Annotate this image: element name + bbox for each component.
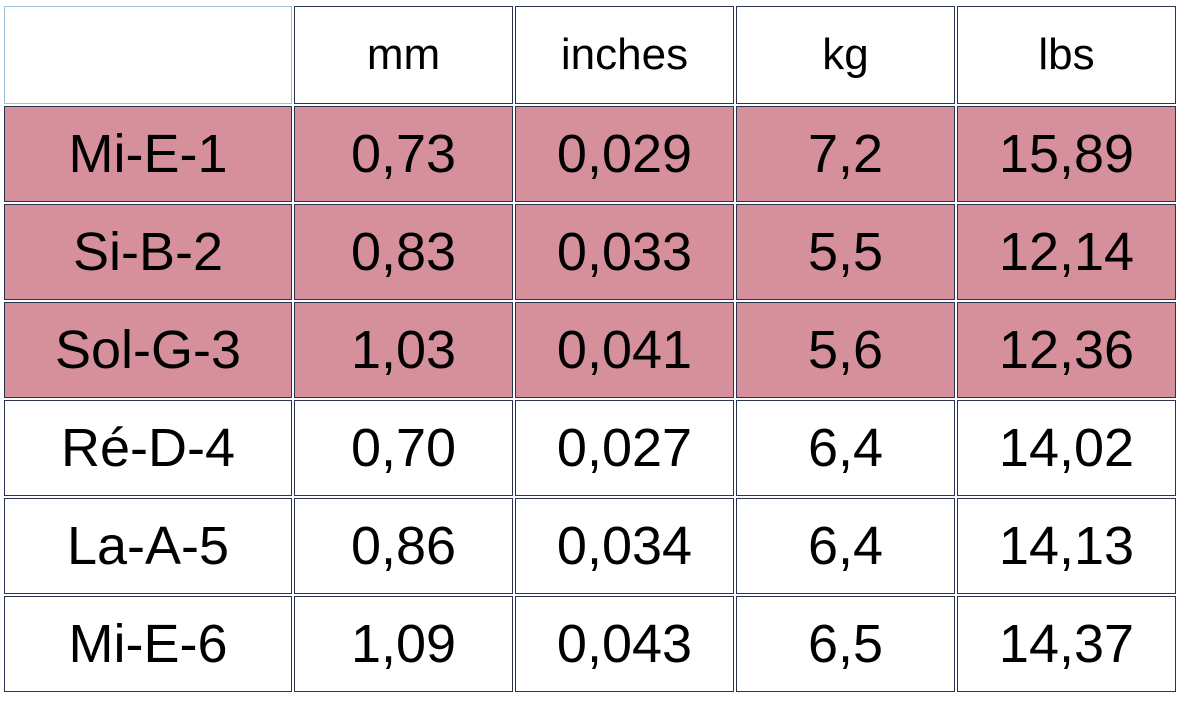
table-row: Sol-G-3 1,03 0,041 5,6 12,36 — [4, 302, 1176, 398]
mm-cell: 1,09 — [294, 596, 513, 692]
row-label: La-A-5 — [4, 498, 292, 594]
header-corner-cell — [4, 6, 292, 104]
lbs-cell: 12,14 — [957, 204, 1176, 300]
mm-cell: 0,70 — [294, 400, 513, 496]
lbs-cell: 14,02 — [957, 400, 1176, 496]
header-row: mm inches kg lbs — [4, 6, 1176, 104]
table-row: La-A-5 0,86 0,034 6,4 14,13 — [4, 498, 1176, 594]
lbs-cell: 15,89 — [957, 106, 1176, 202]
mm-cell: 0,86 — [294, 498, 513, 594]
kg-cell: 6,4 — [736, 400, 955, 496]
header-kg: kg — [736, 6, 955, 104]
kg-cell: 5,6 — [736, 302, 955, 398]
inches-cell: 0,033 — [515, 204, 734, 300]
row-label: Mi-E-6 — [4, 596, 292, 692]
row-label: Si-B-2 — [4, 204, 292, 300]
kg-cell: 6,5 — [736, 596, 955, 692]
row-label: Ré-D-4 — [4, 400, 292, 496]
table-row: Mi-E-6 1,09 0,043 6,5 14,37 — [4, 596, 1176, 692]
inches-cell: 0,043 — [515, 596, 734, 692]
mm-cell: 0,73 — [294, 106, 513, 202]
kg-cell: 7,2 — [736, 106, 955, 202]
mm-cell: 1,03 — [294, 302, 513, 398]
row-label: Mi-E-1 — [4, 106, 292, 202]
lbs-cell: 14,37 — [957, 596, 1176, 692]
table-row: Ré-D-4 0,70 0,027 6,4 14,02 — [4, 400, 1176, 496]
lbs-cell: 12,36 — [957, 302, 1176, 398]
header-inches: inches — [515, 6, 734, 104]
inches-cell: 0,034 — [515, 498, 734, 594]
inches-cell: 0,041 — [515, 302, 734, 398]
mm-cell: 0,83 — [294, 204, 513, 300]
kg-cell: 5,5 — [736, 204, 955, 300]
header-lbs: lbs — [957, 6, 1176, 104]
kg-cell: 6,4 — [736, 498, 955, 594]
data-table: mm inches kg lbs Mi-E-1 0,73 0,029 7,2 15,89… — [2, 4, 1178, 694]
inches-cell: 0,029 — [515, 106, 734, 202]
lbs-cell: 14,13 — [957, 498, 1176, 594]
row-label: Sol-G-3 — [4, 302, 292, 398]
header-mm: mm — [294, 6, 513, 104]
table-row: Mi-E-1 0,73 0,029 7,2 15,89 — [4, 106, 1176, 202]
inches-cell: 0,027 — [515, 400, 734, 496]
table-row: Si-B-2 0,83 0,033 5,5 12,14 — [4, 204, 1176, 300]
